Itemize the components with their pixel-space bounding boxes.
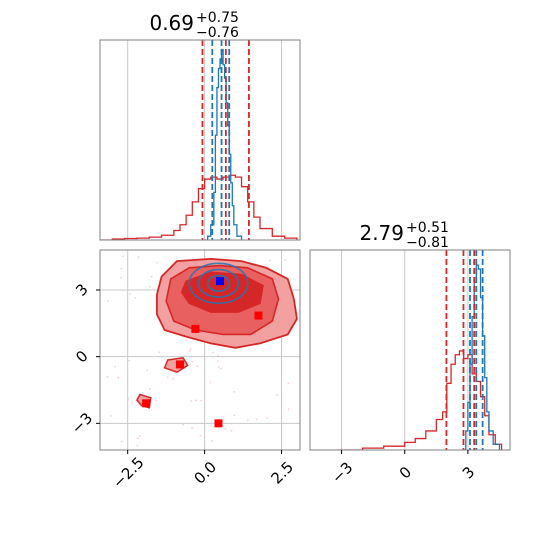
sample-point <box>131 401 134 404</box>
sample-point <box>109 415 112 417</box>
sample-point <box>217 366 220 368</box>
sample-point <box>211 440 213 442</box>
sample-point <box>230 430 233 432</box>
sample-point <box>188 349 191 352</box>
bottom-right-plot-area <box>337 250 503 450</box>
red-marker-2 <box>176 360 184 369</box>
blue-contour-0 <box>188 262 249 305</box>
sample-point <box>137 437 140 440</box>
red-marker-0 <box>254 311 263 320</box>
sample-point <box>158 351 161 354</box>
sample-point <box>155 399 158 402</box>
top-left-frame <box>99 39 301 241</box>
sample-point <box>129 293 131 295</box>
sample-point <box>191 360 194 363</box>
sample-point <box>189 347 192 350</box>
sample-point <box>122 255 125 258</box>
red-contour-inner <box>180 271 264 313</box>
sample-point <box>120 440 123 443</box>
sample-point <box>233 390 236 393</box>
sample-point <box>117 376 120 379</box>
sample-point <box>106 375 109 378</box>
bottom-right-frame <box>309 249 511 451</box>
sample-point <box>149 285 151 288</box>
top-left-blue-histogram <box>204 48 243 240</box>
sample-point <box>200 399 203 402</box>
sample-point <box>134 296 137 299</box>
sample-point <box>276 394 279 396</box>
sample-point <box>150 275 153 278</box>
sample-point <box>217 360 219 363</box>
sample-point <box>190 400 193 403</box>
top-left-red-histogram <box>100 174 298 240</box>
sample-point <box>166 376 169 379</box>
top-left-title-minus: −0.76 <box>196 25 239 41</box>
bottom-right-red-histogram <box>337 350 503 450</box>
sample-point <box>195 399 197 402</box>
sample-point <box>287 382 290 385</box>
bottom-left-ytick-label-2: 3 <box>72 280 91 299</box>
sample-point <box>191 427 193 430</box>
bottom-right-title-minus: −0.81 <box>406 235 449 251</box>
sample-point <box>128 359 131 362</box>
sample-point <box>182 423 185 426</box>
sample-point <box>256 418 258 421</box>
sample-point <box>199 434 202 437</box>
sample-point <box>127 398 130 400</box>
sample-point <box>138 435 141 437</box>
bottom-left-xtick-label-0: −2.5 <box>109 453 147 491</box>
bottom-left-ytick-label-0: −3 <box>68 409 96 437</box>
bottom-left-frame <box>99 249 301 451</box>
sample-point <box>217 355 220 357</box>
sample-point <box>137 256 140 259</box>
red-marker-3 <box>142 399 151 408</box>
bottom-right-title-value: 2.79 <box>359 221 404 245</box>
sample-point <box>196 365 199 368</box>
sample-point <box>220 367 223 370</box>
blue-contour-2 <box>206 274 231 292</box>
red-marker-4 <box>214 419 223 428</box>
sample-point <box>287 408 290 411</box>
bottom-right-xtick-label-0: −3 <box>328 459 356 487</box>
bottom-right-title-plus: +0.51 <box>406 220 449 236</box>
sample-point <box>224 428 227 430</box>
top-left-plot-area <box>100 40 298 240</box>
sample-point <box>247 419 249 422</box>
bottom-right-blue-histogram <box>461 264 501 450</box>
sample-point <box>212 351 214 354</box>
sample-point <box>284 259 287 262</box>
sample-point <box>120 267 123 270</box>
sample-point <box>120 276 123 279</box>
sample-point <box>209 381 212 384</box>
bottom-right-xtick-label-1: 0 <box>396 463 415 482</box>
sample-point <box>146 369 149 372</box>
sample-point <box>136 444 139 447</box>
sample-point <box>149 388 151 390</box>
bottom-left-plot-area <box>100 250 300 450</box>
sample-point <box>172 377 175 380</box>
sample-point <box>114 365 117 368</box>
sample-point <box>106 300 109 302</box>
red-marker-1 <box>191 324 200 333</box>
sample-point <box>266 416 268 419</box>
sample-point <box>185 339 188 342</box>
bottom-left-xtick-label-2: 2.5 <box>267 458 297 488</box>
sample-point <box>269 259 271 262</box>
blue-marker <box>216 277 224 286</box>
bottom-right-xtick-label-2: 3 <box>459 463 478 482</box>
top-left-title-plus: +0.75 <box>196 10 239 26</box>
top-left-title-value: 0.69 <box>149 11 194 35</box>
sample-point <box>156 261 158 264</box>
bottom-left-ytick-label-1: 0 <box>72 347 91 366</box>
blue-contour-1 <box>197 268 240 298</box>
sample-point <box>233 414 236 417</box>
bottom-left-xtick-label-1: 0.0 <box>191 458 221 488</box>
